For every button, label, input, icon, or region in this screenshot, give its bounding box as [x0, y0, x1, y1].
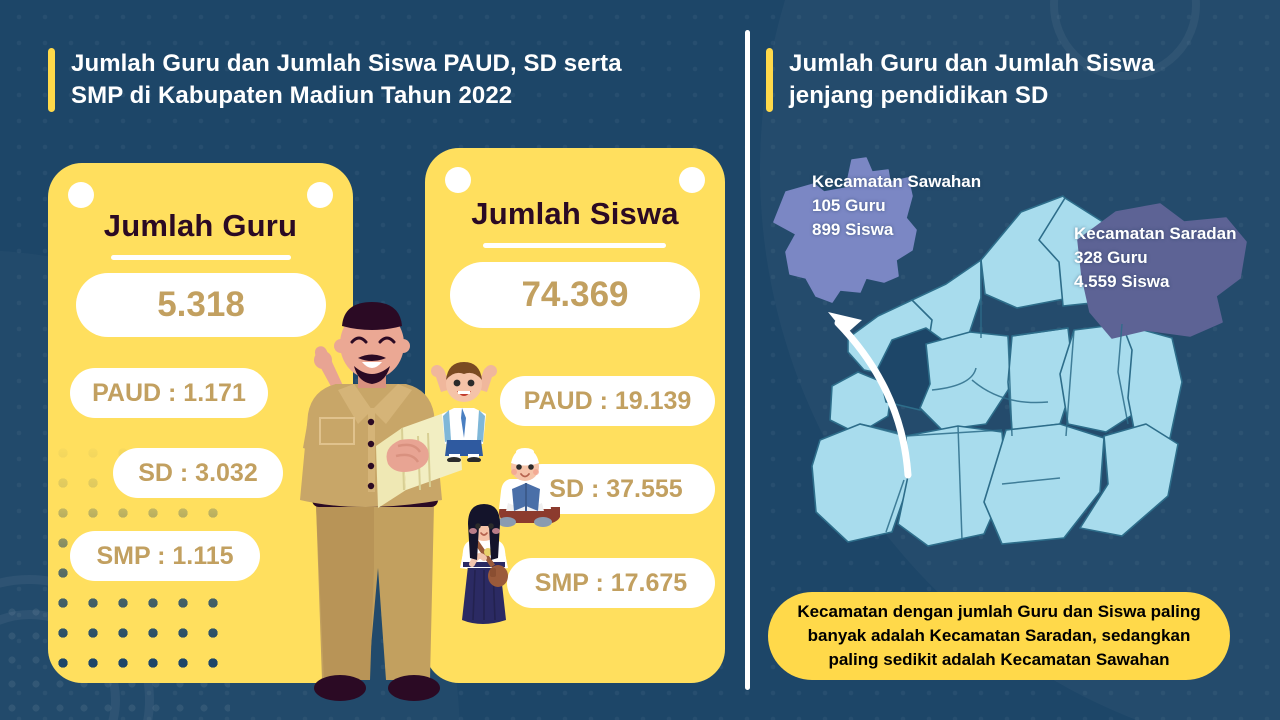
map-district-south-center	[897, 425, 1007, 547]
right-title-text: Jumlah Guru dan Jumlah Siswa jenjang pen…	[789, 50, 1155, 110]
map-callout-arrowhead	[828, 312, 862, 334]
card-underline-siswa	[483, 243, 666, 248]
stat-card-jumlah-siswa: Jumlah Siswa 74.369 PAUD : 19.139 SD : 3…	[425, 148, 725, 683]
panel-divider	[745, 30, 750, 690]
map-label-sawahan: Kecamatan Sawahan 105 Guru 899 Siswa	[812, 172, 982, 240]
card-punch-hole-right	[679, 167, 705, 193]
total-value-guru: 5.318	[76, 273, 326, 337]
breakdown-pill-siswa-paud: PAUD : 19.139	[500, 376, 715, 426]
card-punch-hole-left	[445, 167, 471, 193]
left-title-text: Jumlah Guru dan Jumlah Siswa PAUD, SD se…	[71, 50, 622, 110]
breakdown-pill-guru-smp: SMP : 1.115	[70, 531, 260, 581]
map-district-east-south	[1079, 423, 1179, 537]
card-heading-siswa: Jumlah Siswa	[471, 196, 679, 231]
map-summary-caption: Kecamatan dengan jumlah Guru dan Siswa p…	[768, 592, 1230, 680]
card-punch-hole-left	[68, 182, 94, 208]
left-panel-title: Jumlah Guru dan Jumlah Siswa PAUD, SD se…	[48, 48, 708, 113]
right-panel-title: Jumlah Guru dan Jumlah Siswa jenjang pen…	[766, 48, 1236, 113]
card-punch-hole-right	[307, 182, 333, 208]
map-region-sawahan-inset	[773, 157, 917, 303]
map-district-west-lower	[829, 371, 893, 435]
breakdown-pill-siswa-sd: SD : 37.555	[517, 464, 715, 514]
card-underline-guru	[111, 255, 291, 260]
map-label-saradan: Kecamatan Saradan 328 Guru 4.559 Siswa	[1074, 224, 1237, 292]
map-callout-arrow	[834, 319, 912, 479]
card-heading-guru: Jumlah Guru	[103, 208, 298, 243]
breakdown-pill-siswa-smp: SMP : 17.675	[507, 558, 715, 608]
title-accent-bar-right	[766, 48, 773, 113]
map-region-saradan	[1077, 203, 1247, 339]
title-accent-bar-left	[48, 48, 55, 113]
breakdown-pill-guru-paud: PAUD : 1.171	[70, 368, 268, 418]
breakdown-pill-guru-sd: SD : 3.032	[113, 448, 283, 498]
map-district-south-west	[811, 423, 911, 543]
total-value-siswa: 74.369	[450, 262, 700, 328]
stat-card-jumlah-guru: Jumlah Guru 5.318 PAUD : 1.171 SD : 3.03…	[48, 163, 353, 683]
map-kabupaten-madiun	[773, 157, 1247, 547]
